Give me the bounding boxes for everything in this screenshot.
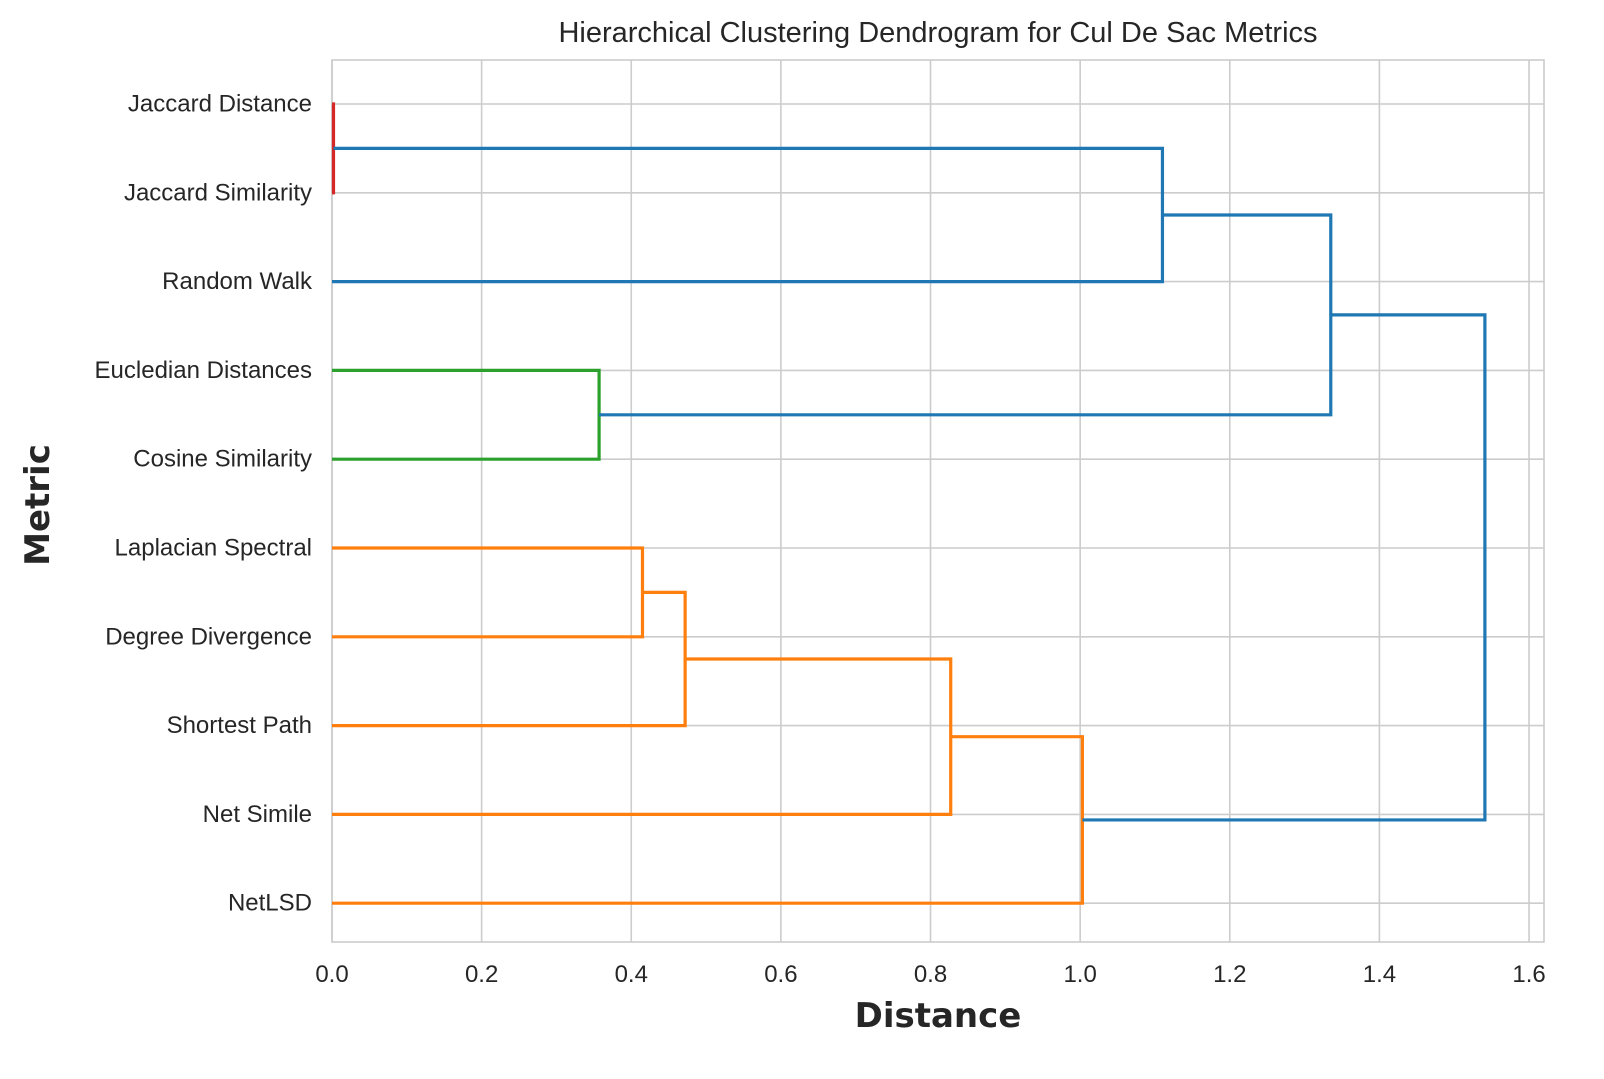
leaf-label: Shortest Path xyxy=(167,712,312,739)
leaf-label: Eucledian Distances xyxy=(95,357,312,384)
plot-frame xyxy=(331,59,1545,943)
dendrogram-link xyxy=(332,546,645,639)
x-tick-label: 0.2 xyxy=(465,961,498,988)
y-axis-label: Metric xyxy=(18,444,58,566)
x-tick-label: 0.0 xyxy=(315,961,348,988)
x-tick-label: 1.4 xyxy=(1363,961,1396,988)
dendrogram-link xyxy=(599,213,1333,417)
dendrogram-link xyxy=(332,590,687,728)
x-tick-label: 0.6 xyxy=(764,961,797,988)
dendrogram-link xyxy=(332,146,1165,284)
chart-title: Hierarchical Clustering Dendrogram for C… xyxy=(558,17,1317,49)
dendrogram-link xyxy=(332,368,601,461)
x-tick-label: 0.4 xyxy=(615,961,648,988)
x-tick-label: 1.2 xyxy=(1213,961,1246,988)
leaf-label: Jaccard Distance xyxy=(128,91,312,118)
x-tick-label: 1.6 xyxy=(1512,961,1545,988)
leaf-label: Jaccard Similarity xyxy=(124,179,312,206)
x-tick-labels: 0.0 0.2 0.4 0.6 0.8 1.0 1.2 1.4 1.6 xyxy=(315,961,1545,988)
leaf-label: Random Walk xyxy=(162,268,313,295)
grid-layer xyxy=(331,60,1544,942)
leaf-label: Cosine Similarity xyxy=(133,446,312,473)
dendrogram-link xyxy=(332,735,1084,905)
dendrogram-link xyxy=(331,102,336,195)
x-axis-label: Distance xyxy=(855,996,1022,1036)
x-tick-label: 0.8 xyxy=(914,961,947,988)
dendrogram-link xyxy=(1082,313,1487,822)
leaf-label: NetLSD xyxy=(228,890,312,917)
dendrogram-link xyxy=(332,657,953,816)
leaf-label: Degree Divergence xyxy=(105,623,312,650)
x-tick-label: 1.0 xyxy=(1063,961,1096,988)
leaf-labels: Jaccard Distance Jaccard Similarity Random… xyxy=(95,91,313,917)
links-layer xyxy=(331,102,1487,905)
leaf-label: Laplacian Spectral xyxy=(115,535,312,562)
leaf-label: Net Simile xyxy=(203,801,312,828)
